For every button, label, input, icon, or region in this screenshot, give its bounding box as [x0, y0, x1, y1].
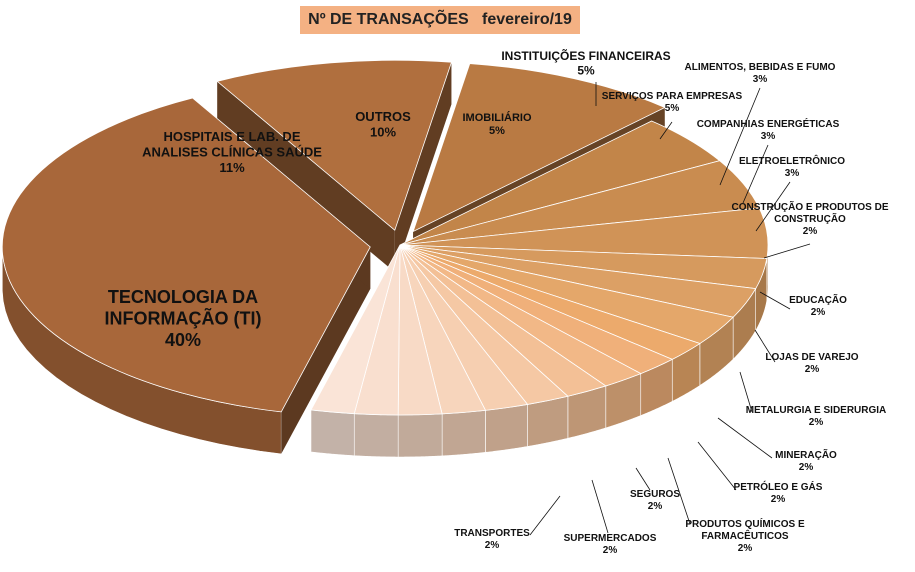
- leader-line: [755, 181, 791, 232]
- leader-line: [591, 479, 609, 534]
- label-slice-10: EDUCAÇÃO 2%: [789, 293, 847, 318]
- label-slice-5: SERVIÇOS PARA EMPRESAS 5%: [602, 91, 743, 114]
- leader-line: [719, 87, 761, 186]
- leader-lines: [529, 82, 811, 536]
- label-slice-4: INSTITUIÇÕES FINANCEIRAS 5%: [501, 48, 670, 77]
- slice-cut-wall: [394, 62, 452, 273]
- leader-line: [697, 441, 737, 491]
- pie-slice: [1, 97, 371, 413]
- label-slice-6: ALIMENTOS, BEBIDAS E FUMO 3%: [685, 62, 836, 85]
- pie-slice: [216, 59, 452, 231]
- label-ti: TECNOLOGIA DA INFORMAÇÃO (TI) 40%: [105, 287, 262, 350]
- label-outros: OUTROS 10%: [355, 109, 411, 140]
- slice-side: [485, 404, 528, 453]
- pie-slice: [412, 63, 666, 233]
- slice-side: [441, 410, 486, 457]
- slice-side: [353, 413, 399, 458]
- leader-line: [659, 121, 673, 140]
- leader-line: [529, 495, 561, 536]
- label-slice-18: TRANSPORTES 2%: [454, 528, 530, 551]
- label-slice-16: SEGUROS 2%: [630, 489, 680, 512]
- chart-title-text: Nº DE TRANSAÇÕES: [308, 11, 469, 28]
- label-slice-8: ELETROELETRÔNICO 3%: [739, 154, 845, 179]
- chart-title: Nº DE TRANSAÇÕES fevereiro/19: [300, 6, 580, 34]
- label-imobiliario: IMOBILIÁRIO 5%: [462, 111, 531, 137]
- label-slice-14: PETRÓLEO E GÁS 2%: [734, 480, 823, 505]
- leader-line: [717, 417, 773, 459]
- slice-side: [397, 413, 443, 458]
- leader-line: [739, 371, 753, 413]
- chart-subtitle: fevereiro/19: [482, 11, 572, 28]
- leader-line: [763, 243, 811, 259]
- label-slice-13: MINERAÇÃO 2%: [775, 448, 837, 473]
- label-slice-12: METALURGIA E SIDERURGIA 2%: [746, 405, 887, 428]
- leader-line: [635, 467, 651, 491]
- label-slice-17: SUPERMERCADOS 2%: [564, 533, 657, 556]
- leader-line: [759, 291, 791, 310]
- label-slice-9: CONSTRUÇÃO E PRODUTOS DE CONSTRUÇÃO 2%: [731, 200, 888, 237]
- label-slice-7: COMPANHIAS ENERGÉTICAS 3%: [697, 117, 840, 142]
- slice-cut-wall: [281, 246, 371, 454]
- label-slice-15: PRODUTOS QUÍMICOS E FARMACÊUTICOS 2%: [685, 517, 805, 554]
- label-slice-11: LOJAS DE VAREJO 2%: [765, 352, 858, 375]
- slice-cut-wall: [217, 81, 395, 273]
- slice-labels: TECNOLOGIA DA INFORMAÇÃO (TI) 40% HOSPITAIS…: [105, 48, 889, 556]
- leader-line: [754, 329, 776, 363]
- pie-tops: [1, 59, 769, 416]
- label-hospitais: HOSPITAIS E LAB. DE ANALISES CLÍNICAS SAÚ…: [142, 129, 322, 175]
- leader-line: [742, 144, 769, 204]
- pie-slice: [310, 244, 401, 415]
- slice-side: [527, 395, 569, 447]
- leader-line: [667, 457, 691, 525]
- slice-side: [310, 409, 355, 456]
